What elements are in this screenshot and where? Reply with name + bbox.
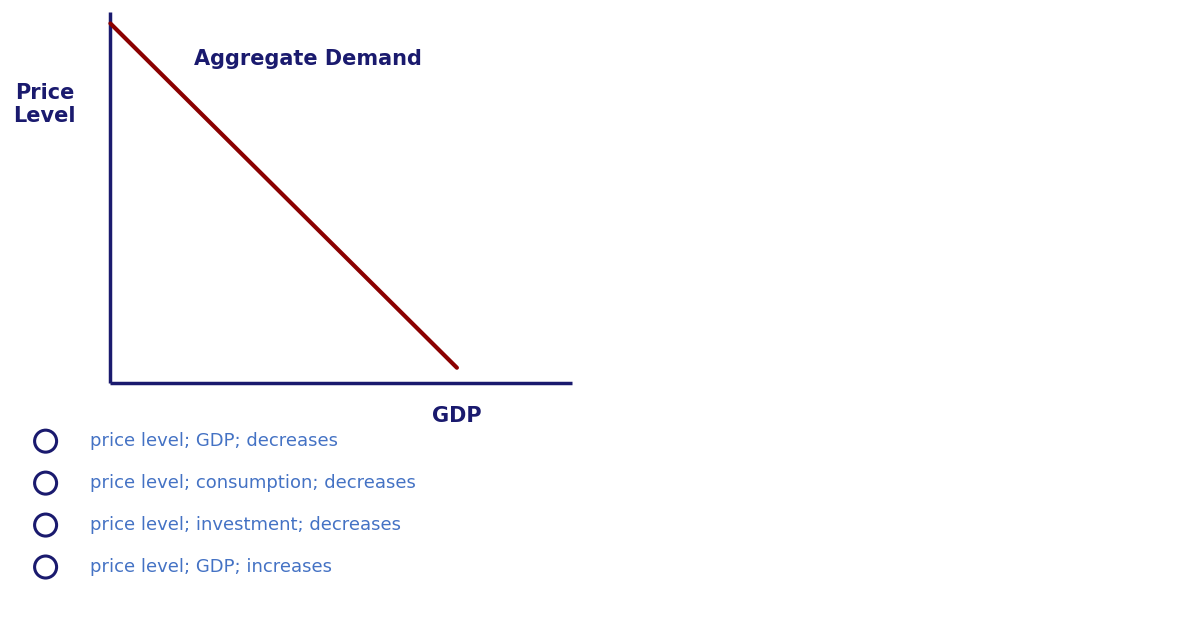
Text: price level; GDP; increases: price level; GDP; increases (90, 558, 332, 576)
Text: Aggregate Demand: Aggregate Demand (193, 49, 421, 69)
Text: GDP: GDP (432, 407, 481, 426)
Text: Price
Level: Price Level (13, 83, 76, 126)
Text: price level; investment; decreases: price level; investment; decreases (90, 516, 401, 534)
Text: price level; consumption; decreases: price level; consumption; decreases (90, 474, 416, 492)
Text: price level; GDP; decreases: price level; GDP; decreases (90, 432, 338, 450)
